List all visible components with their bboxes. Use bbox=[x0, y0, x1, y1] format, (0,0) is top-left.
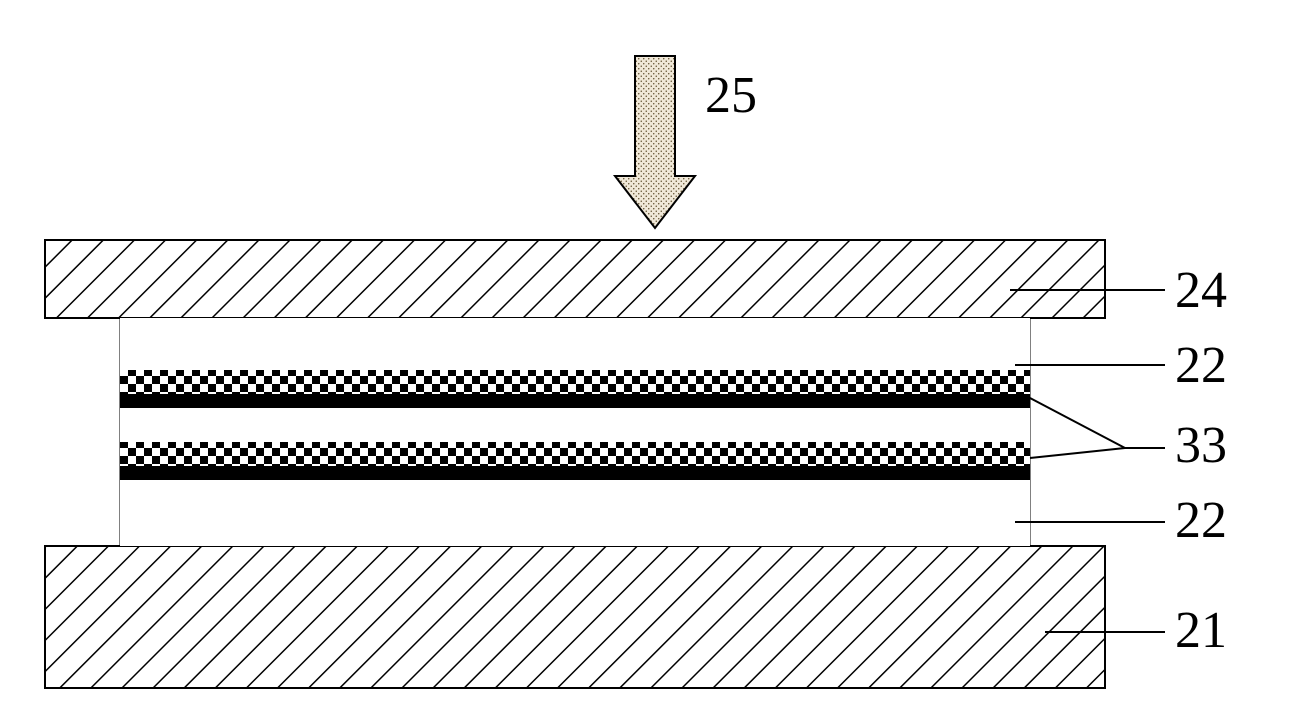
leader-to-33-lower bbox=[1030, 448, 1125, 458]
label-21: 21 bbox=[1175, 601, 1227, 660]
layer-black-lower bbox=[120, 466, 1030, 480]
label-22-upper: 22 bbox=[1175, 336, 1227, 395]
layer-white-lower bbox=[120, 480, 1030, 546]
layer-white-upper bbox=[120, 318, 1030, 370]
layer-black-upper bbox=[120, 394, 1030, 408]
force-arrow-25 bbox=[615, 56, 695, 228]
label-22-lower: 22 bbox=[1175, 491, 1227, 550]
diagram-canvas bbox=[0, 0, 1314, 711]
layer-checker-upper bbox=[120, 370, 1030, 394]
top-plate-24 bbox=[45, 240, 1105, 318]
base-plate-21 bbox=[45, 546, 1105, 688]
label-25: 25 bbox=[705, 66, 757, 125]
leader-to-33-upper bbox=[1030, 398, 1125, 448]
label-24: 24 bbox=[1175, 261, 1227, 320]
layer-gap bbox=[120, 408, 1030, 442]
layer-checker-lower bbox=[120, 442, 1030, 466]
label-33: 33 bbox=[1175, 416, 1227, 475]
